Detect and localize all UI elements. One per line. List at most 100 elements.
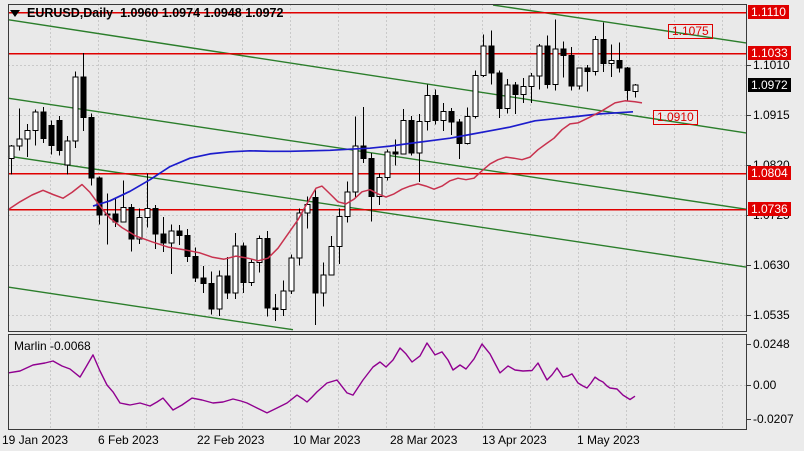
date-tick-label: 28 Mar 2023: [390, 433, 458, 447]
candle: [88, 113, 95, 186]
channel-lines: [7, 4, 747, 331]
candle: [272, 293, 279, 321]
chart-title-ohlc: 1.0960 1.0974 1.0948 1.0972: [113, 6, 284, 20]
candle: [176, 225, 183, 245]
candle: [184, 229, 191, 262]
candle: [496, 70, 503, 119]
candle: [264, 230, 271, 317]
candle: [488, 30, 495, 85]
candle: [32, 109, 39, 146]
candle: [568, 47, 575, 91]
channel-target-label[interactable]: 1.0910: [653, 110, 698, 125]
candle: [72, 71, 79, 149]
candle: [480, 34, 487, 78]
indicator-tick-label: 0.0248: [753, 337, 790, 351]
price-tick-label: 1.0630: [753, 258, 790, 272]
date-tick-label: 13 Apr 2023: [482, 433, 547, 447]
candle: [376, 173, 383, 205]
indicator-tick-label: 0.00: [753, 378, 777, 392]
indicator-label: Marlin -0.0068: [14, 339, 91, 353]
candle: [512, 81, 519, 114]
candle: [256, 235, 263, 273]
price-level-label: 1.1033: [748, 46, 791, 60]
candle: [584, 65, 591, 92]
candle: [328, 236, 335, 276]
candle: [448, 108, 455, 135]
candle: [128, 203, 135, 252]
candle: [608, 44, 615, 78]
candle: [416, 113, 423, 182]
candle: [56, 116, 63, 156]
chart-title: EURUSD,Daily 1.0960 1.0974 1.0948 1.0972: [8, 5, 283, 21]
price-level-label: 1.0736: [748, 202, 791, 216]
candle: [616, 42, 623, 73]
candle: [336, 208, 343, 264]
chart-title-symbol: EURUSD,Daily: [27, 6, 114, 20]
candle: [536, 43, 543, 90]
candle: [208, 271, 215, 315]
candle: [464, 107, 471, 145]
marlin-line: [7, 342, 636, 414]
candle: [288, 254, 295, 294]
candle: [360, 107, 367, 163]
indicator-name: Marlin: [14, 339, 47, 353]
date-tick-label: 6 Feb 2023: [98, 433, 159, 447]
candle: [408, 116, 415, 156]
candle: [168, 224, 175, 274]
candle: [624, 67, 631, 102]
candle: [352, 116, 359, 198]
indicator-value: -0.0068: [50, 339, 91, 353]
candle: [528, 72, 535, 103]
candle: [600, 22, 607, 72]
candle: [24, 123, 31, 158]
candle: [240, 242, 247, 293]
candle: [152, 205, 159, 250]
candle: [400, 109, 407, 155]
candle: [232, 232, 239, 300]
candle: [96, 176, 103, 225]
date-tick-label: 19 Jan 2023: [2, 433, 69, 447]
candle: [368, 152, 375, 222]
candle: [632, 83, 639, 98]
candle: [456, 119, 463, 160]
candle: [16, 108, 23, 151]
candle: [280, 280, 287, 317]
candle: [440, 102, 447, 131]
candle: [504, 79, 511, 114]
date-tick-label: 10 Mar 2023: [293, 433, 361, 447]
candle: [312, 188, 319, 325]
candle: [472, 70, 479, 119]
panel-frames: [8, 4, 747, 430]
price-tick-label: 1.0915: [753, 108, 790, 122]
candle: [320, 262, 327, 307]
current-price-label: 1.0972: [748, 78, 791, 92]
candle: [432, 89, 439, 125]
candle: [192, 247, 199, 282]
candle: [560, 41, 567, 78]
price-tick-label: 1.1010: [753, 58, 790, 72]
ma-red-line: [7, 100, 643, 262]
candle: [80, 52, 87, 131]
plot-background: [8, 4, 746, 429]
symbol-dropdown-icon[interactable]: [10, 9, 20, 17]
candle: [64, 136, 71, 175]
candle: [384, 149, 391, 181]
candle: [40, 107, 47, 143]
channel-target-label[interactable]: 1.1075: [668, 24, 713, 39]
date-tick-label: 22 Feb 2023: [197, 433, 265, 447]
price-tick-label: 1.0535: [753, 308, 790, 322]
candle: [224, 257, 231, 300]
candle: [200, 266, 207, 293]
candle: [216, 270, 223, 317]
candle: [144, 173, 151, 228]
candle: [576, 67, 583, 90]
candle: [48, 120, 55, 155]
date-tick-label: 1 May 2023: [577, 433, 640, 447]
candle: [120, 180, 127, 223]
support-resistance-lines: [8, 11, 746, 211]
candle: [520, 78, 527, 103]
candle: [424, 84, 431, 131]
candle: [392, 139, 399, 166]
